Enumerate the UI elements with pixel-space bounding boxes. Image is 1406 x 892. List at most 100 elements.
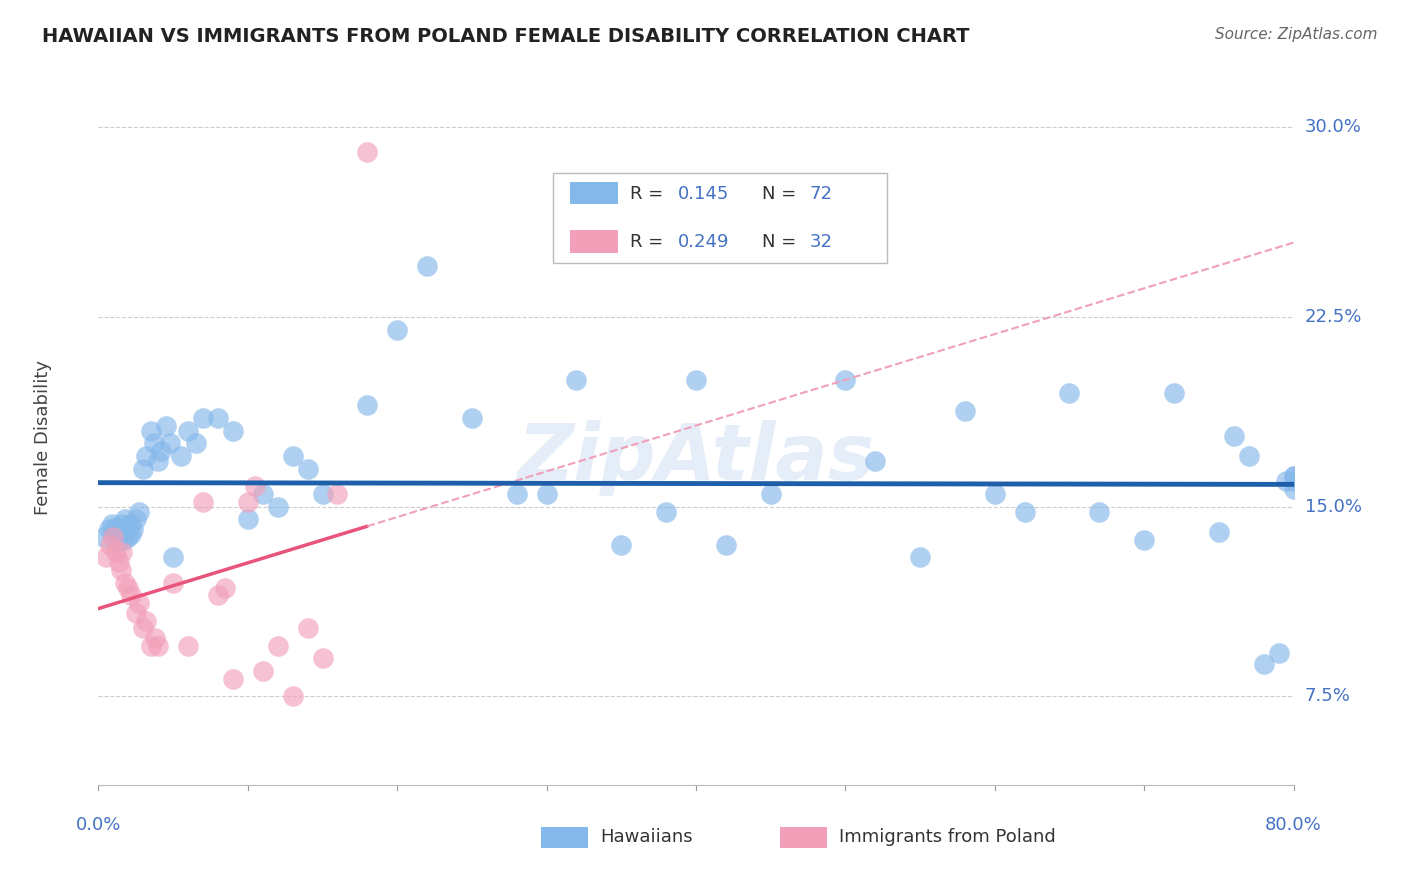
Text: 7.5%: 7.5%	[1305, 688, 1351, 706]
Point	[1282, 469, 1305, 483]
Point	[236, 512, 259, 526]
Point	[148, 639, 170, 653]
Point	[117, 581, 139, 595]
Text: R =: R =	[630, 185, 669, 202]
Point	[1282, 475, 1305, 489]
Text: 32: 32	[810, 234, 832, 252]
Text: Female Disability: Female Disability	[34, 359, 52, 515]
Point	[252, 664, 274, 678]
Text: HAWAIIAN VS IMMIGRANTS FROM POLAND FEMALE DISABILITY CORRELATION CHART: HAWAIIAN VS IMMIGRANTS FROM POLAND FEMAL…	[42, 27, 970, 45]
Point	[207, 588, 229, 602]
Point	[610, 538, 633, 552]
Text: N =: N =	[762, 234, 801, 252]
Point	[93, 530, 115, 544]
Point	[135, 449, 157, 463]
Point	[222, 672, 245, 686]
Point	[311, 487, 333, 501]
Point	[356, 145, 378, 160]
Point	[94, 550, 117, 565]
Point	[655, 505, 678, 519]
Point	[267, 639, 290, 653]
Point	[297, 621, 319, 635]
Point	[245, 479, 267, 493]
Point	[1088, 505, 1111, 519]
Point	[105, 545, 128, 559]
Point	[281, 690, 304, 704]
Point	[297, 461, 319, 475]
Text: 0.145: 0.145	[678, 185, 730, 202]
Point	[117, 530, 139, 544]
Text: Hawaiians: Hawaiians	[600, 828, 693, 847]
Point	[112, 533, 135, 547]
Point	[214, 581, 236, 595]
Point	[1133, 533, 1156, 547]
Point	[1267, 647, 1289, 661]
Point	[121, 523, 143, 537]
Point	[506, 487, 529, 501]
Text: R =: R =	[630, 234, 669, 252]
Point	[108, 535, 131, 549]
Point	[236, 494, 259, 508]
Point	[191, 411, 214, 425]
Point	[1163, 385, 1185, 400]
Point	[139, 639, 162, 653]
Point	[1208, 524, 1230, 539]
Point	[155, 418, 177, 433]
Point	[162, 575, 184, 590]
Point	[114, 575, 136, 590]
Point	[267, 500, 290, 514]
Point	[252, 487, 274, 501]
Point	[108, 555, 131, 569]
Text: 0.0%: 0.0%	[76, 815, 121, 833]
Point	[461, 411, 484, 425]
Point	[97, 523, 120, 537]
Point	[110, 563, 132, 577]
Text: 0.249: 0.249	[678, 234, 730, 252]
Point	[865, 454, 887, 468]
Point	[150, 444, 173, 458]
Point	[1253, 657, 1275, 671]
Point	[103, 530, 125, 544]
Point	[132, 621, 155, 635]
Bar	[571, 230, 619, 252]
Bar	[541, 827, 589, 847]
Point	[281, 449, 304, 463]
Point	[104, 530, 127, 544]
Text: Immigrants from Poland: Immigrants from Poland	[839, 828, 1056, 847]
Point	[1282, 469, 1305, 483]
Point	[908, 550, 931, 565]
Point	[714, 538, 737, 552]
Point	[98, 538, 122, 552]
Point	[118, 517, 141, 532]
Point	[111, 517, 134, 532]
Text: 80.0%: 80.0%	[1265, 815, 1322, 833]
Point	[128, 596, 150, 610]
Text: 72: 72	[810, 185, 832, 202]
Point	[1282, 482, 1305, 496]
Point	[125, 606, 148, 620]
Point	[311, 651, 333, 665]
Point	[326, 487, 349, 501]
Text: N =: N =	[762, 185, 801, 202]
Point	[148, 454, 170, 468]
Point	[1237, 449, 1260, 463]
Point	[184, 436, 207, 450]
Text: Source: ZipAtlas.com: Source: ZipAtlas.com	[1215, 27, 1378, 42]
Point	[128, 505, 150, 519]
Point	[565, 373, 588, 387]
Point	[132, 461, 155, 475]
Point	[207, 411, 229, 425]
Point	[416, 260, 439, 274]
Point	[177, 424, 200, 438]
Point	[143, 631, 166, 645]
Point	[103, 524, 125, 539]
Point	[536, 487, 558, 501]
Point	[385, 322, 409, 336]
Point	[114, 512, 136, 526]
Text: 30.0%: 30.0%	[1305, 118, 1361, 136]
Point	[135, 614, 157, 628]
Point	[169, 449, 191, 463]
Point	[191, 494, 214, 508]
Point	[120, 588, 142, 602]
Point	[984, 487, 1007, 501]
